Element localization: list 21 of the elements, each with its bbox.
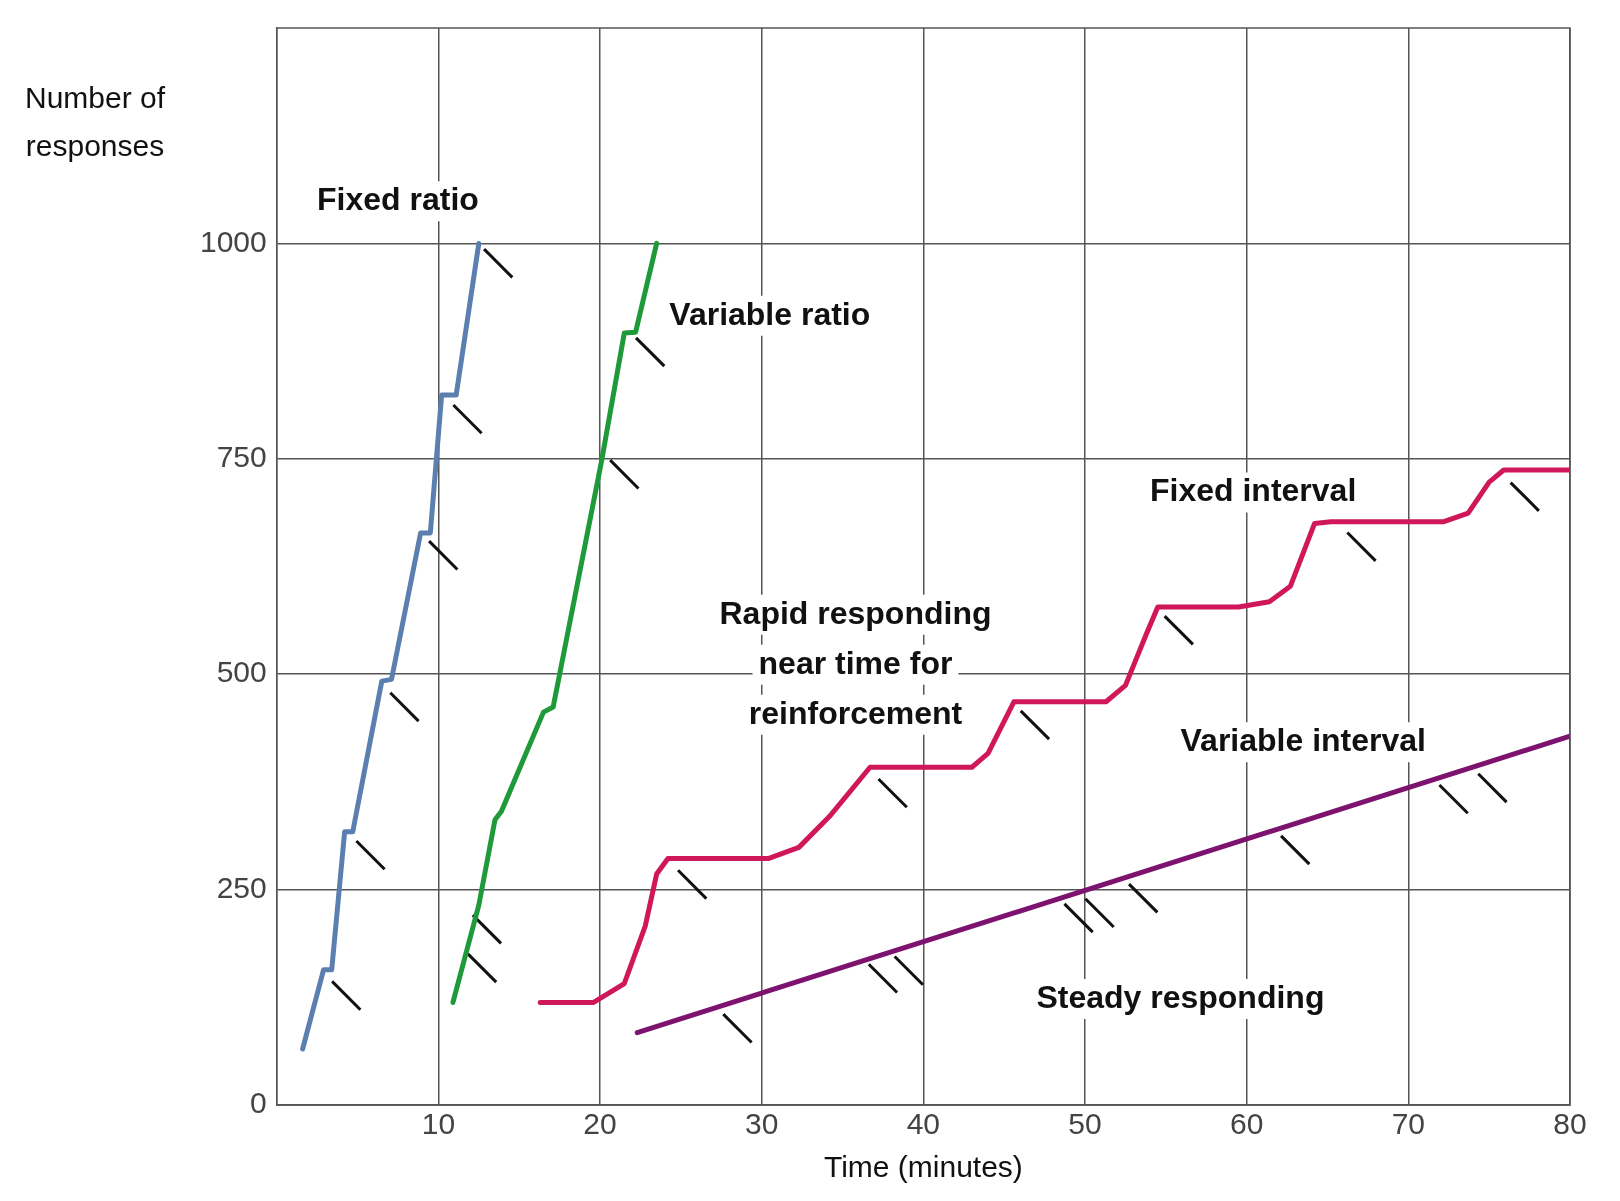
x-tick-label: 40: [906, 1107, 941, 1141]
x-tick-label: 80: [1553, 1107, 1587, 1141]
x-tick-label: 50: [1068, 1107, 1102, 1141]
annotation: Steady responding: [1036, 978, 1325, 1015]
y-tick-label: 1000: [199, 224, 267, 258]
y-tick-label: 0: [250, 1086, 267, 1120]
x-tick-label: 30: [745, 1107, 779, 1141]
x-axis-title: Time (minutes): [823, 1150, 1023, 1184]
series-label: Variable interval: [1180, 722, 1426, 759]
y-tick-label: 250: [216, 870, 267, 904]
series-label: Variable ratio: [669, 295, 871, 332]
y-tick-label: 500: [216, 655, 267, 689]
series-label: Fixed ratio: [317, 181, 479, 218]
y-tick-label: 750: [216, 440, 267, 474]
x-tick-label: 20: [583, 1107, 617, 1141]
x-tick-label: 10: [421, 1107, 456, 1141]
x-tick-label: 60: [1230, 1107, 1264, 1141]
y-axis-title: Number of responses: [24, 81, 166, 163]
x-tick-label: 70: [1391, 1107, 1426, 1141]
series-label: Fixed interval: [1150, 472, 1357, 509]
annotation: Rapid responding near time for reinforcement: [719, 594, 992, 731]
